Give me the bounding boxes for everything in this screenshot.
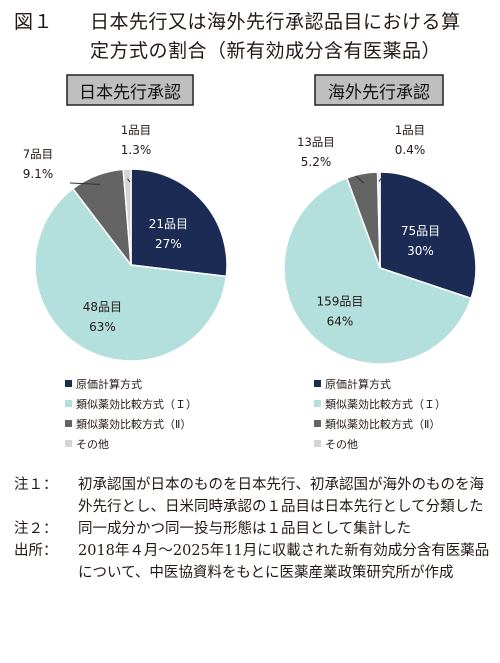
chart1-slice-1-count: 21品目 [149,217,188,231]
figure-title: 図１ 日本先行又は海外先行承認品目における算 定方式の割合（新有効成分含有医薬品） [14,8,494,66]
notes: 注１： 初承認国が日本のものを日本先行、初承認国が海外のものを海外先行とし、日米… [14,474,498,584]
chart1-slice-3-percent: 9.1% [23,167,54,181]
chart2-legend-swatch-3 [314,420,321,427]
chart1-slice-3-leader [69,182,101,185]
chart2-slice-4-percent: 0.4% [395,143,426,157]
note-2-label: 注２： [14,521,58,537]
note-1: 注１： 初承認国が日本のものを日本先行、初承認国が海外のものを海外先行とし、日米… [14,474,498,518]
chart2-slice-2-percent: 64% [327,314,354,328]
chart1-legend-swatch-1 [65,380,72,387]
chart1-legend-label-1: 原価計算方式 [76,377,142,391]
pie-charts-svg: 日本先行承認 21品目 27% 48品目 63% 7品目 9.1% 1品目 1.3% 原価計算方式… [23,74,477,451]
chart2-legend-label-3: 類似薬効比較方式（Ⅱ） [325,417,440,431]
note-2-text: 同一成分かつ同一投与形態は１品目として集計した [78,521,412,537]
chart2-legend-label-2: 類似薬効比較方式（Ｉ） [325,397,446,411]
chart1-slice-2-count: 48品目 [83,300,122,314]
chart1-slice-1 [130,168,228,278]
figure-number: 図１ [14,11,54,33]
source-label: 出所： [14,543,58,559]
chart1-legend-label-3: 類似薬効比較方式（Ⅱ） [76,417,191,431]
chart1-slice-3-count: 7品目 [23,147,53,161]
chart2-slice-3-leader [355,175,365,184]
source-note: 出所： 2018年４月～2025年11月に収載された新有効成分含有医薬品について… [14,540,498,584]
chart2-legend-swatch-2 [314,400,321,407]
chart2-legend-label-1: 原価計算方式 [325,377,391,391]
chart1-title: 日本先行承認 [79,83,181,103]
chart1-legend-swatch-4 [65,440,72,447]
chart1-legend-swatch-3 [65,420,72,427]
chart1-legend-label-2: 類似薬効比較方式（Ｉ） [76,397,197,411]
chart1-slice-4 [122,168,132,266]
chart1-slice-4-leader [127,178,131,183]
chart1-slice-1-percent: 27% [155,237,182,251]
figure-title-line1: 日本先行又は海外先行承認品目における算 [90,11,461,33]
chart2-title: 海外先行承認 [328,83,430,103]
figure-title-line2: 定方式の割合（新有効成分含有医薬品） [90,40,442,62]
chart1-slice-2 [34,187,228,362]
note-1-text: 初承認国が日本のものを日本先行、初承認国が海外のものを海外先行とし、日米同時承認… [78,477,484,515]
chart2-slice-2 [283,176,473,365]
source-text: 2018年４月～2025年11月に収載された新有効成分含有医薬品について、中医協… [78,543,490,581]
chart2-title-box [314,74,444,106]
chart1-group: 日本先行承認 21品目 27% 48品目 63% 7品目 9.1% 1品目 1.3% 原価計算方式… [23,74,228,451]
chart2-slice-4 [376,171,381,269]
chart2-slice-3-count: 13品目 [297,135,335,149]
pie-charts-area: 日本先行承認 21品目 27% 48品目 63% 7品目 9.1% 1品目 1.3% 原価計算方式… [0,68,500,463]
chart2-slice-2-count: 159品目 [316,294,363,308]
chart1-slice-4-percent: 1.3% [121,143,152,157]
chart2-slice-1-percent: 30% [407,244,434,258]
note-1-label: 注１： [14,477,58,493]
chart2-group: 海外先行承認 75品目 30% 159品目 64% 13品目 5.2% 1品目 0.4% 原価計算… [283,74,477,451]
chart2-legend-label-4: その他 [325,438,358,451]
chart2-legend-swatch-1 [314,380,321,387]
chart2-slice-3-percent: 5.2% [301,155,332,169]
chart1-legend-label-4: その他 [76,438,109,451]
chart2-slice-4-leader [378,173,385,182]
note-2: 注２： 同一成分かつ同一投与形態は１品目として集計した [14,518,498,540]
chart2-slice-4-count: 1品目 [395,123,425,137]
chart1-legend-swatch-2 [65,400,72,407]
chart2-slice-1-count: 75品目 [401,224,440,238]
chart1-title-box [66,74,194,106]
chart1-slice-4-count: 1品目 [121,123,151,137]
chart1-slice-2-percent: 63% [89,320,116,334]
chart2-legend-swatch-4 [314,440,321,447]
chart2-slice-1 [379,171,477,300]
